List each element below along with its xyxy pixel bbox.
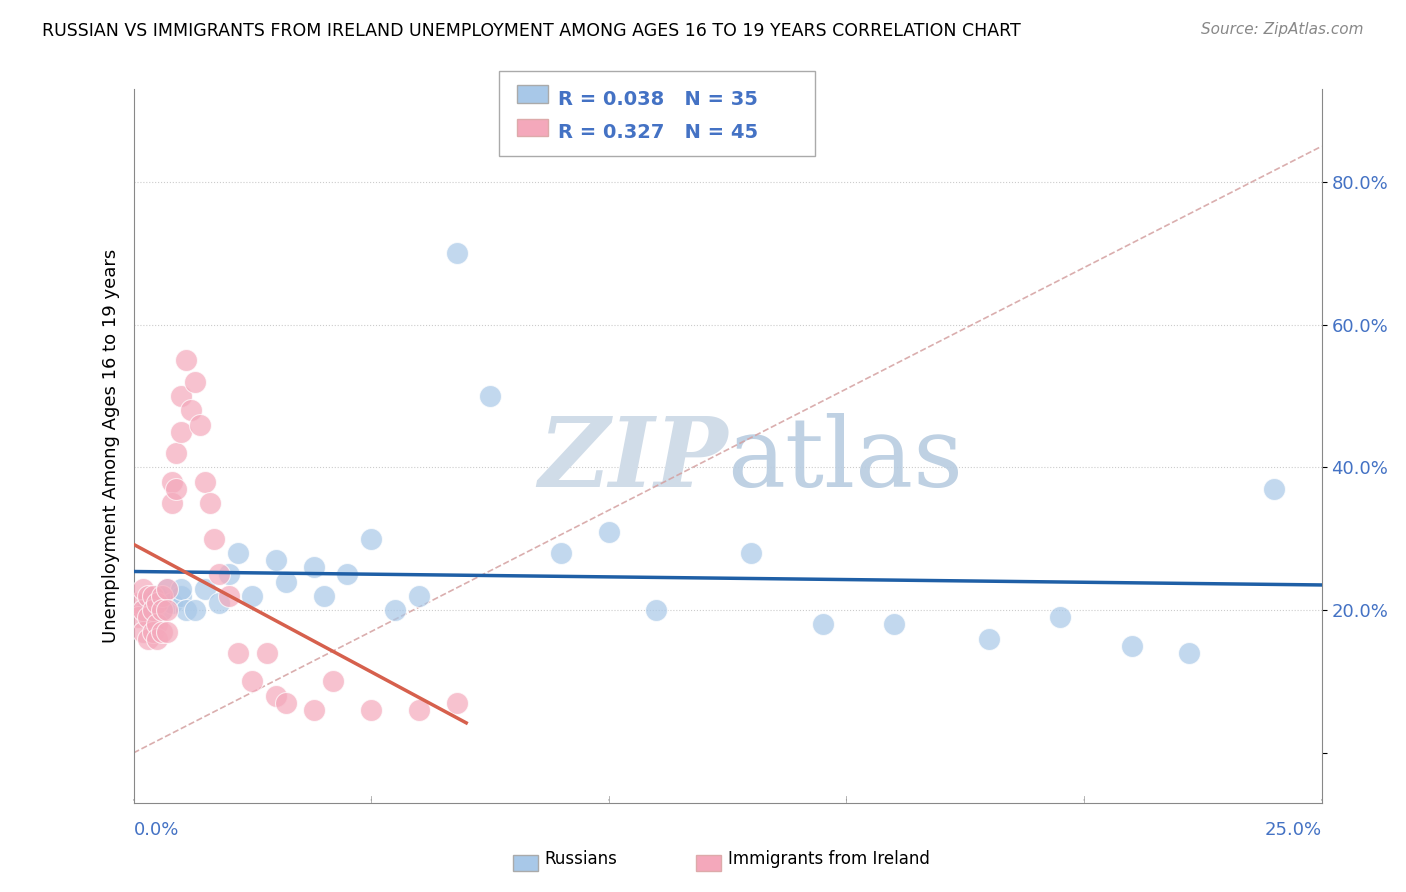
Point [322,674,344,689]
Point [218,589,240,603]
Text: R = 0.038   N = 35: R = 0.038 N = 35 [558,90,758,109]
Point [160,496,183,510]
Point [226,546,249,560]
Point [1263,482,1285,496]
Point [165,482,187,496]
Point [184,603,207,617]
Point [184,375,207,389]
Point [142,603,165,617]
Point [360,703,382,717]
Point [146,632,169,646]
Point [478,389,502,403]
Point [645,603,668,617]
Point [136,596,159,610]
Point [142,624,165,639]
Point [150,603,173,617]
Point [1049,610,1071,624]
Point [132,624,155,639]
Text: Russians: Russians [544,850,617,868]
Text: R = 0.327   N = 45: R = 0.327 N = 45 [558,123,758,142]
Point [302,560,325,574]
Point [242,674,264,689]
Point [226,646,249,660]
Point [132,603,155,617]
Point [1177,646,1199,660]
Text: 25.0%: 25.0% [1264,821,1322,838]
Point [136,610,159,624]
Point [194,582,217,596]
Point [384,603,406,617]
Point [202,532,225,546]
Point [264,689,287,703]
Point [170,389,193,403]
Point [977,632,1000,646]
Point [188,417,211,432]
Point [174,603,197,617]
Point [883,617,905,632]
Point [150,624,173,639]
Text: Immigrants from Ireland: Immigrants from Ireland [728,850,931,868]
Point [550,546,572,560]
Point [811,617,834,632]
Point [740,546,762,560]
Point [146,617,169,632]
Point [127,596,149,610]
Text: atlas: atlas [728,413,963,508]
Text: Source: ZipAtlas.com: Source: ZipAtlas.com [1201,22,1364,37]
Point [408,703,430,717]
Point [302,703,325,717]
Point [170,589,193,603]
Point [165,446,187,460]
Point [170,425,193,439]
Point [174,353,197,368]
Point [150,603,173,617]
Point [142,589,165,603]
Point [336,567,359,582]
Point [274,696,297,710]
Point [312,589,335,603]
Point [256,646,278,660]
Point [598,524,620,539]
Point [127,610,149,624]
Point [180,403,202,417]
Point [408,589,430,603]
Point [160,596,183,610]
Point [242,589,264,603]
Point [150,589,173,603]
Point [160,475,183,489]
Point [360,532,382,546]
Point [156,582,179,596]
Point [156,624,179,639]
Point [132,582,155,596]
Point [218,567,240,582]
Point [146,596,169,610]
Text: 0.0%: 0.0% [134,821,179,838]
Point [446,696,468,710]
Point [136,632,159,646]
Point [264,553,287,567]
Point [156,603,179,617]
Point [446,246,468,260]
Point [136,589,159,603]
Point [194,475,217,489]
Point [208,567,231,582]
Point [146,589,169,603]
Text: ZIP: ZIP [538,413,728,508]
Point [156,582,179,596]
Point [274,574,297,589]
Y-axis label: Unemployment Among Ages 16 to 19 years: Unemployment Among Ages 16 to 19 years [101,249,120,643]
Point [208,596,231,610]
Point [170,582,193,596]
Point [1121,639,1143,653]
Text: RUSSIAN VS IMMIGRANTS FROM IRELAND UNEMPLOYMENT AMONG AGES 16 TO 19 YEARS CORREL: RUSSIAN VS IMMIGRANTS FROM IRELAND UNEMP… [42,22,1021,40]
Point [198,496,221,510]
